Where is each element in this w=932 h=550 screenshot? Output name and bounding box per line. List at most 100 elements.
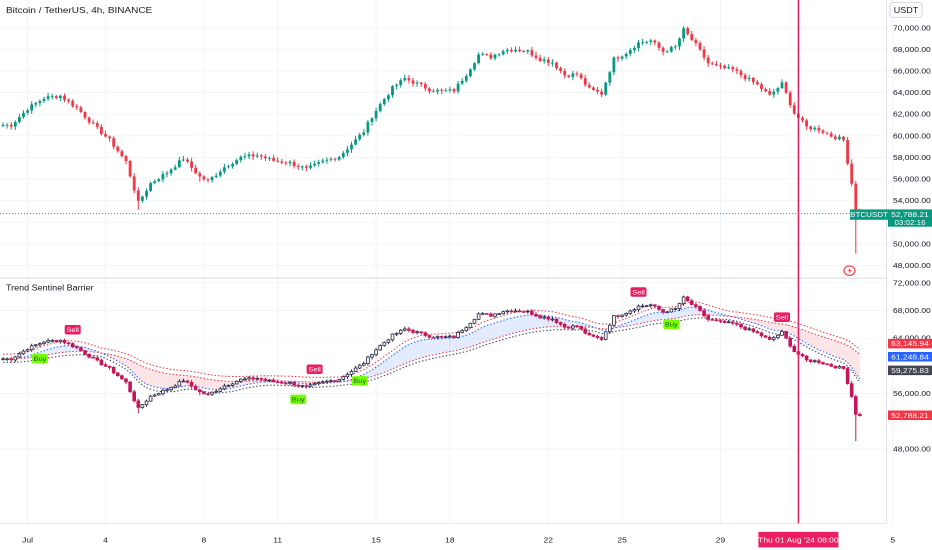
indicator-candle [177, 379, 182, 387]
candle [231, 162, 234, 169]
candle [530, 47, 534, 58]
indicator-candle [583, 326, 587, 335]
candle [805, 118, 808, 130]
candle [227, 164, 230, 169]
candle [780, 79, 784, 89]
band-fill [572, 321, 577, 327]
band-fill [716, 312, 721, 316]
indicator-candle [443, 335, 448, 338]
indicator-candle [394, 332, 399, 337]
lightning-icon[interactable] [843, 265, 856, 276]
price-tick-label: 66,000.00 [893, 67, 931, 75]
candle [259, 153, 263, 160]
candle [395, 83, 398, 90]
candle [649, 38, 653, 46]
time-tick-label: 25 [617, 536, 627, 544]
band-fill [162, 372, 167, 389]
candle [678, 37, 681, 51]
price-candles [1, 26, 862, 254]
candle [624, 52, 628, 60]
band-fill [454, 337, 459, 351]
candle [313, 160, 316, 167]
candle [268, 156, 271, 162]
indicator-candle [120, 374, 124, 380]
indicator-candle [763, 334, 768, 339]
indicator-candle [136, 398, 141, 414]
candle [239, 155, 243, 163]
candle [674, 44, 677, 50]
upper-barrier-line [2, 301, 861, 378]
band-fill [671, 311, 676, 319]
indicator-candle [464, 326, 469, 332]
indicator-candle [345, 372, 350, 379]
band-fill [749, 318, 754, 323]
price-tick-label: 58,000.00 [893, 154, 931, 162]
candle [756, 79, 759, 86]
indicator-candle [58, 339, 63, 344]
indicator-candle [702, 308, 706, 318]
candle [534, 51, 538, 61]
candle [801, 115, 804, 123]
candle [690, 30, 694, 42]
sell-signal: Sell [306, 364, 323, 375]
indicator-candle [116, 371, 120, 377]
indicator-candle [296, 383, 300, 388]
band-fill [216, 380, 221, 390]
chart-title: Bitcoin / TetherUS, 4h, BINANCE [6, 6, 152, 15]
indicator-candle [259, 377, 264, 382]
band-fill [515, 316, 520, 333]
band-fill [531, 315, 536, 329]
indicator-candle [632, 308, 637, 313]
indicator-candle [476, 312, 481, 321]
candle [583, 74, 587, 88]
indicator-candle [829, 362, 833, 368]
indicator-candle [591, 334, 596, 338]
band-fill [773, 323, 778, 331]
band-fill [462, 335, 467, 350]
band-fill [847, 345, 852, 368]
price-tick-label: 70,000.00 [893, 24, 931, 32]
candle [743, 72, 747, 82]
candle [682, 26, 685, 43]
indicator-candle [202, 391, 206, 395]
candle [842, 135, 845, 143]
last-price-label: BTCUSDT 52,788.21 03:02:16 [850, 209, 932, 227]
time-axis[interactable]: Jul48111518222529504:0 [22, 536, 932, 544]
band-fill [228, 381, 233, 389]
indicator-candle [5, 357, 9, 362]
indicator-candle [726, 319, 731, 324]
indicator-candle [562, 322, 567, 329]
signal-label: Sell [308, 367, 321, 373]
indicator-candle [243, 376, 247, 381]
currency-button[interactable]: USDT [889, 2, 923, 18]
buy-signal: Buy [351, 376, 368, 386]
indicator-candle [370, 353, 374, 360]
band-fill [384, 358, 389, 373]
indicator-candle [66, 341, 71, 346]
candle [284, 160, 288, 166]
sell-signal: Sell [64, 324, 81, 335]
candle [596, 87, 599, 95]
band-fill [675, 310, 680, 319]
indicator-candle [226, 384, 231, 387]
candle [485, 53, 489, 57]
indicator-candle [50, 338, 54, 343]
candle [83, 111, 87, 120]
band-fill [777, 323, 782, 331]
band-fill [527, 315, 532, 330]
indicator-candle [759, 331, 764, 338]
candle [460, 78, 464, 85]
band-fill [818, 335, 823, 352]
candle [300, 165, 304, 171]
candle [477, 52, 480, 65]
candle [489, 52, 493, 60]
candle [501, 49, 505, 56]
candle [337, 155, 341, 162]
indicator-candle [21, 349, 26, 355]
band-fill [486, 324, 491, 342]
candle [153, 179, 157, 185]
indicator-candle [275, 379, 280, 384]
band-fill [507, 318, 512, 335]
band-fill [183, 375, 188, 387]
